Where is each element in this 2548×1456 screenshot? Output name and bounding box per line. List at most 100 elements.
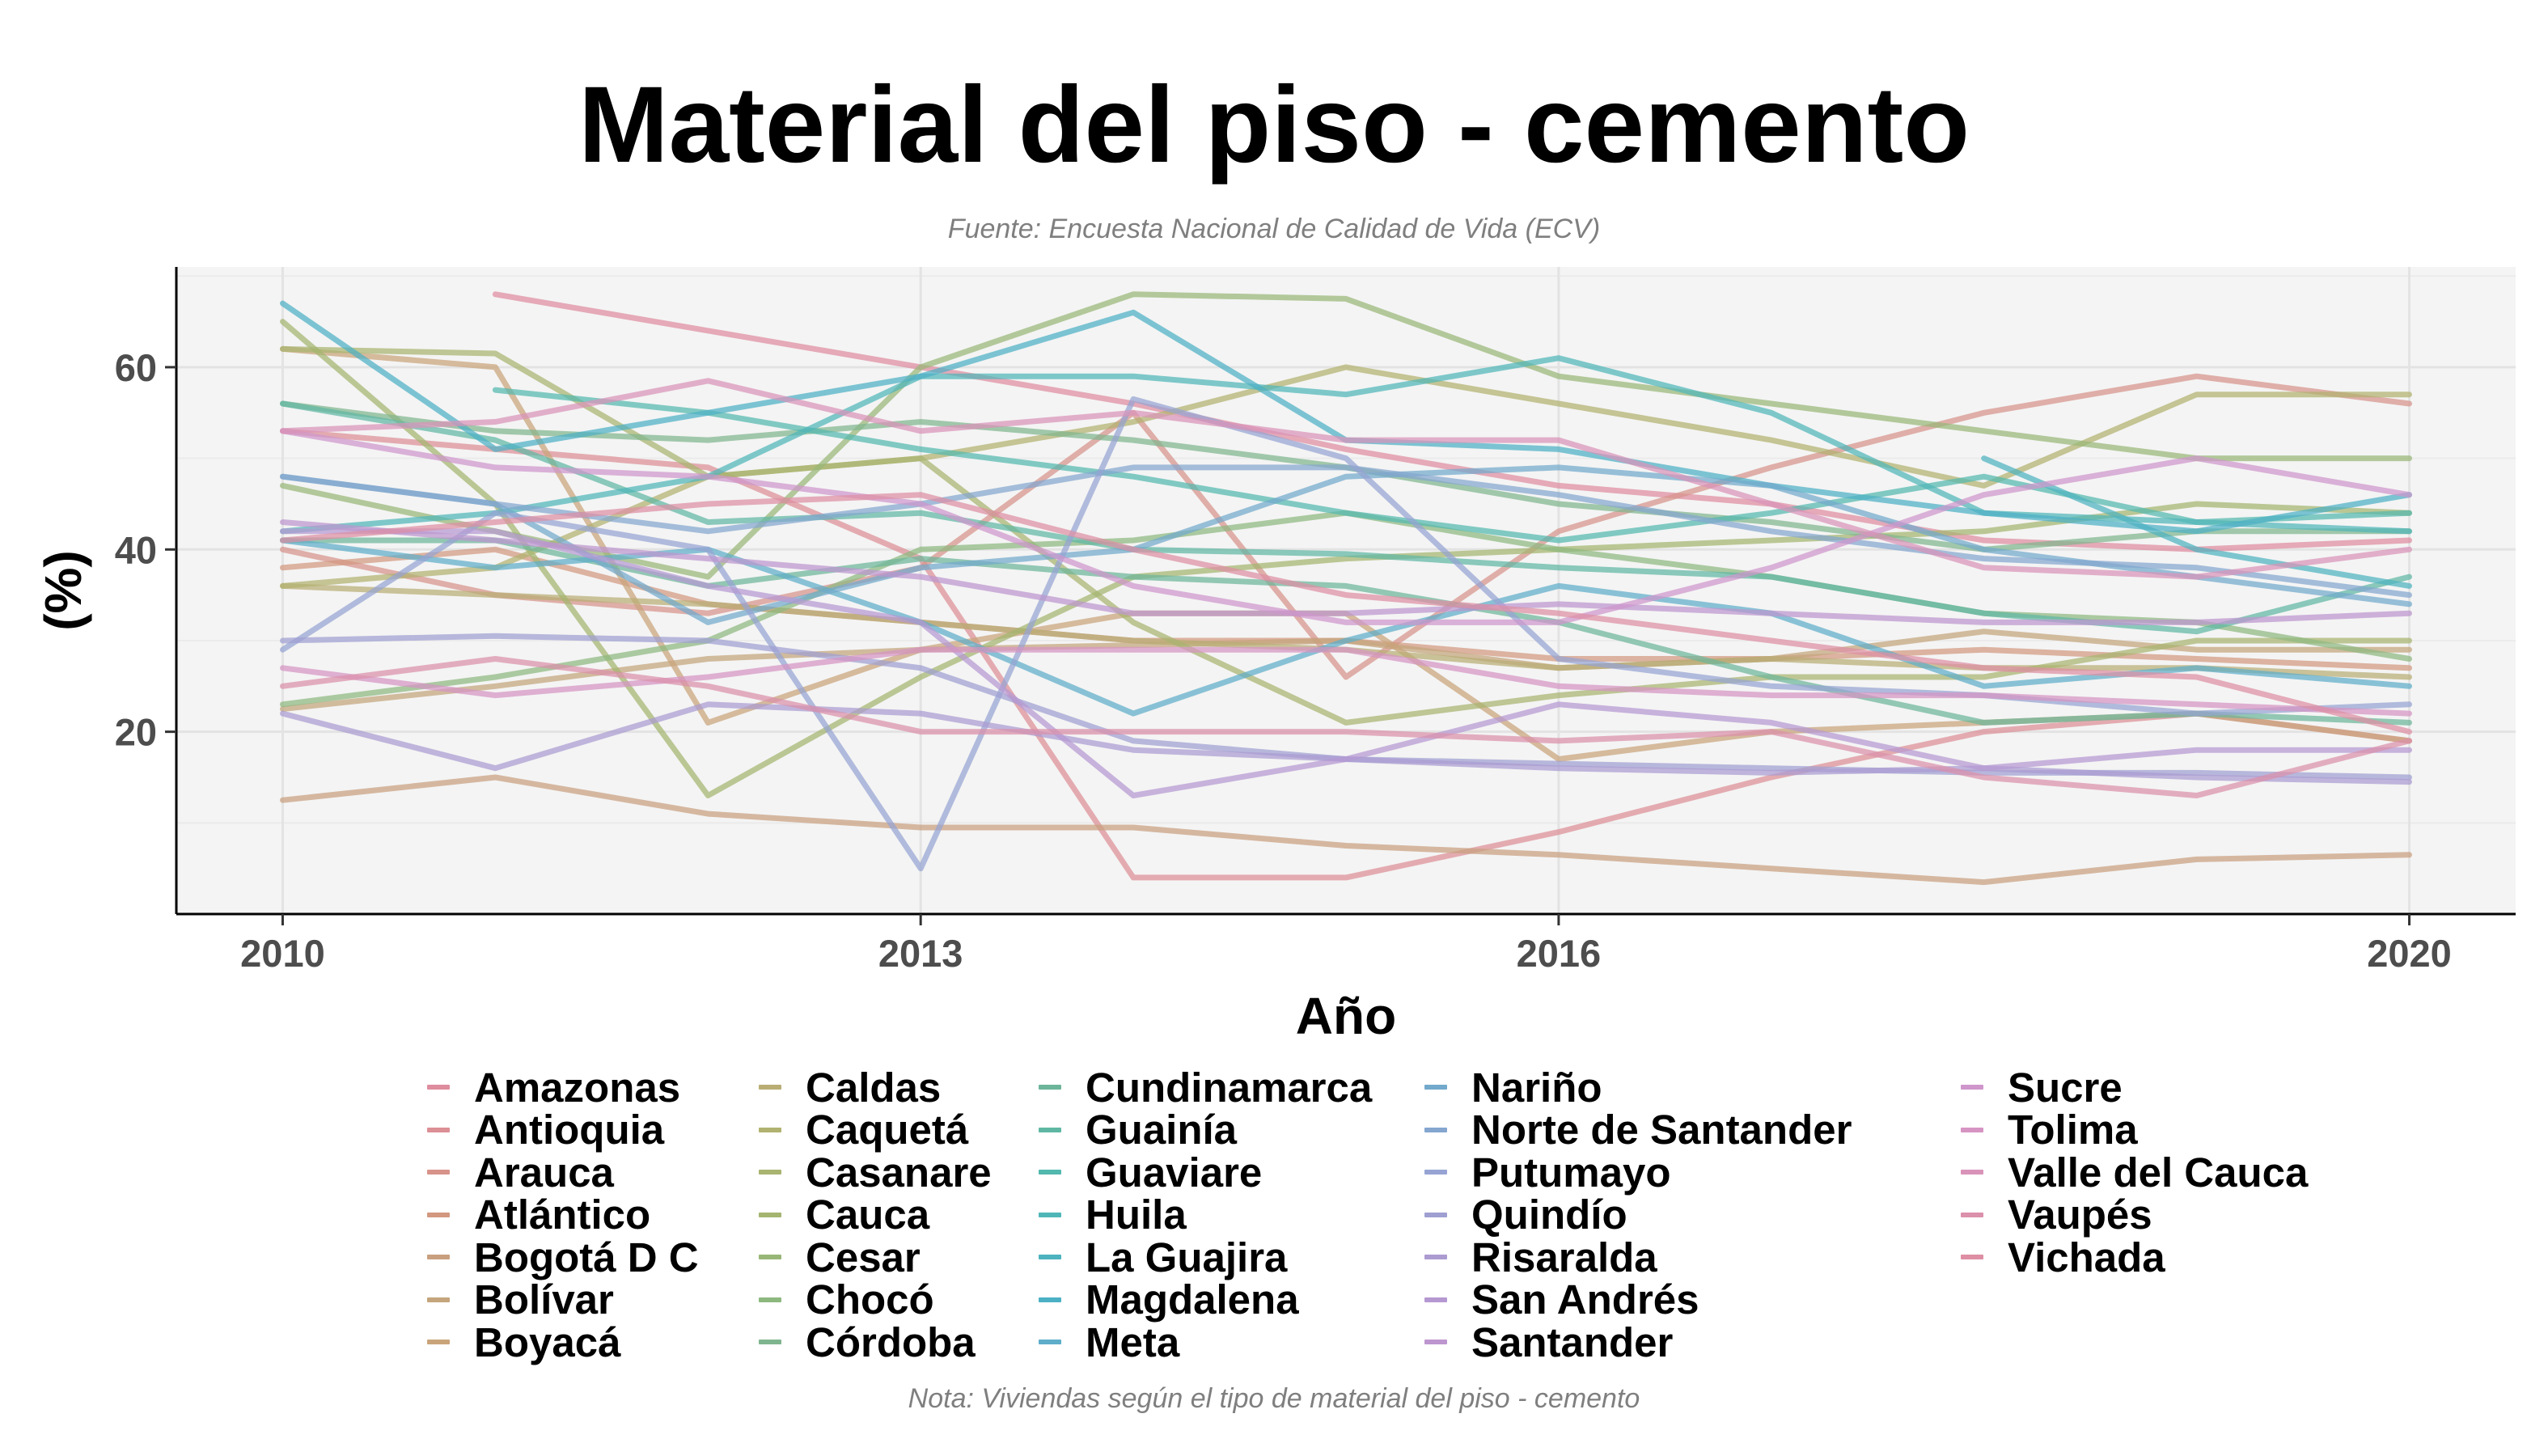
series-line	[1981, 455, 2412, 589]
legend-label: Cesar	[806, 1234, 921, 1280]
legend-key	[759, 1255, 781, 1259]
legend-key	[759, 1085, 781, 1090]
legend-key	[759, 1297, 781, 1302]
series-line	[280, 319, 2412, 798]
legend-key	[1424, 1340, 1447, 1344]
legend-key	[1961, 1170, 1983, 1175]
legend-label: Quindío	[1471, 1191, 1627, 1238]
legend-item: Quindío	[1424, 1194, 1627, 1236]
legend-key	[1424, 1297, 1447, 1302]
legend-label: Huila	[1086, 1191, 1187, 1238]
legend-label: Chocó	[806, 1276, 934, 1323]
x-tick-label: 2016	[1517, 932, 1602, 975]
legend-key	[759, 1170, 781, 1175]
legend-item: Meta	[1039, 1321, 1179, 1363]
series-line	[280, 537, 2412, 726]
legend-key	[1039, 1297, 1061, 1302]
legend-item: Guaviare	[1039, 1151, 1262, 1193]
legend-item: Cundinamarca	[1039, 1066, 1372, 1108]
legend-label: Meta	[1086, 1318, 1180, 1365]
legend-key	[759, 1212, 781, 1217]
legend-label: Nariño	[1471, 1064, 1602, 1111]
legend-item: Bolívar	[427, 1279, 614, 1321]
legend-label: Risaralda	[1471, 1234, 1657, 1280]
legend-item: Atlántico	[427, 1194, 650, 1236]
legend-label: Caldas	[806, 1064, 942, 1111]
legend-label: Caquetá	[806, 1107, 969, 1153]
x-axis-ticks: 2010 2013 2016 2020	[240, 914, 2452, 975]
series-line	[280, 492, 2412, 735]
series-line	[280, 537, 2412, 717]
legend-item: Magdalena	[1039, 1279, 1299, 1321]
y-tick-label: 60	[115, 346, 157, 389]
legend-label: Córdoba	[806, 1318, 976, 1365]
x-axis-label: Año	[1296, 987, 1396, 1045]
legend-item: Caquetá	[759, 1109, 968, 1151]
legend-key	[427, 1085, 450, 1090]
legend-key	[427, 1127, 450, 1132]
legend-key	[1961, 1085, 1983, 1090]
legend-item: Amazonas	[427, 1066, 680, 1108]
legend-item: Sucre	[1961, 1066, 2123, 1108]
legend-label: Santander	[1471, 1318, 1674, 1365]
legend-key	[1961, 1127, 1983, 1132]
legend-item: Vichada	[1961, 1236, 2165, 1278]
legend-item: Risaralda	[1424, 1236, 1657, 1278]
legend-item: Norte de Santander	[1424, 1109, 1852, 1151]
series-line	[280, 396, 2412, 872]
legend-label: Putumayo	[1471, 1149, 1671, 1196]
legend-item: Caldas	[759, 1066, 941, 1108]
legend-label: Casanare	[806, 1149, 992, 1196]
legend-item: Chocó	[759, 1279, 934, 1321]
legend-item: Cesar	[759, 1236, 921, 1278]
legend-label: San Andrés	[1471, 1276, 1699, 1323]
legend-label: Magdalena	[1086, 1276, 1299, 1323]
legend-key	[427, 1340, 450, 1344]
series-line	[280, 400, 2412, 635]
legend-key	[427, 1212, 450, 1217]
series-line	[280, 464, 2412, 625]
chart-legend: Amazonas Antioquia Arauca Atlántico Bogotá D…	[0, 1066, 2548, 1373]
legend-key	[1039, 1212, 1061, 1217]
plot-panel	[176, 267, 2516, 914]
y-axis-ticks: 20 40 60	[115, 346, 176, 754]
legend-key	[1961, 1212, 1983, 1217]
y-tick-label: 40	[115, 528, 157, 571]
chart-subtitle: Fuente: Encuesta Nacional de Calidad de …	[947, 214, 1601, 244]
series-lines	[280, 291, 2412, 886]
line-chart: 2010 2013 2016 2020 20 40 60 Año (%)	[34, 267, 2516, 1045]
legend-label: Arauca	[474, 1149, 614, 1196]
series-line	[492, 291, 2412, 552]
legend-item: Putumayo	[1424, 1151, 1671, 1193]
series-line	[280, 519, 2412, 625]
legend-label: Cauca	[806, 1191, 930, 1238]
legend-item: Nariño	[1424, 1066, 1602, 1108]
legend-key	[1424, 1255, 1447, 1259]
series-line	[280, 528, 2412, 798]
legend-item: Arauca	[427, 1151, 614, 1193]
legend-label: Antioquia	[474, 1107, 665, 1153]
y-axis-label: (%)	[34, 550, 92, 631]
legend-item: Antioquia	[427, 1109, 664, 1151]
legend-key	[427, 1255, 450, 1259]
series-line	[492, 387, 2412, 544]
legend-label: Tolima	[2008, 1107, 2138, 1153]
x-tick-label: 2010	[240, 932, 325, 975]
legend-item: Córdoba	[759, 1321, 976, 1363]
legend-label: Sucre	[2008, 1064, 2123, 1111]
legend-key	[1039, 1127, 1061, 1132]
x-tick-label: 2020	[2367, 932, 2452, 975]
legend-item: Tolima	[1961, 1109, 2138, 1151]
legend-label: Bolívar	[474, 1276, 614, 1323]
y-tick-label: 20	[115, 711, 157, 754]
legend-key	[427, 1297, 450, 1302]
legend-label: Boyacá	[474, 1318, 621, 1365]
legend-label: La Guajira	[1086, 1234, 1288, 1280]
legend-item: Boyacá	[427, 1321, 620, 1363]
legend-item: Guainía	[1039, 1109, 1237, 1151]
legend-key	[1424, 1212, 1447, 1217]
legend-key	[1424, 1127, 1447, 1132]
legend-label: Norte de Santander	[1471, 1107, 1852, 1153]
chart-title: Material del piso - cemento	[578, 65, 1970, 185]
legend-item: San Andrés	[1424, 1279, 1699, 1321]
